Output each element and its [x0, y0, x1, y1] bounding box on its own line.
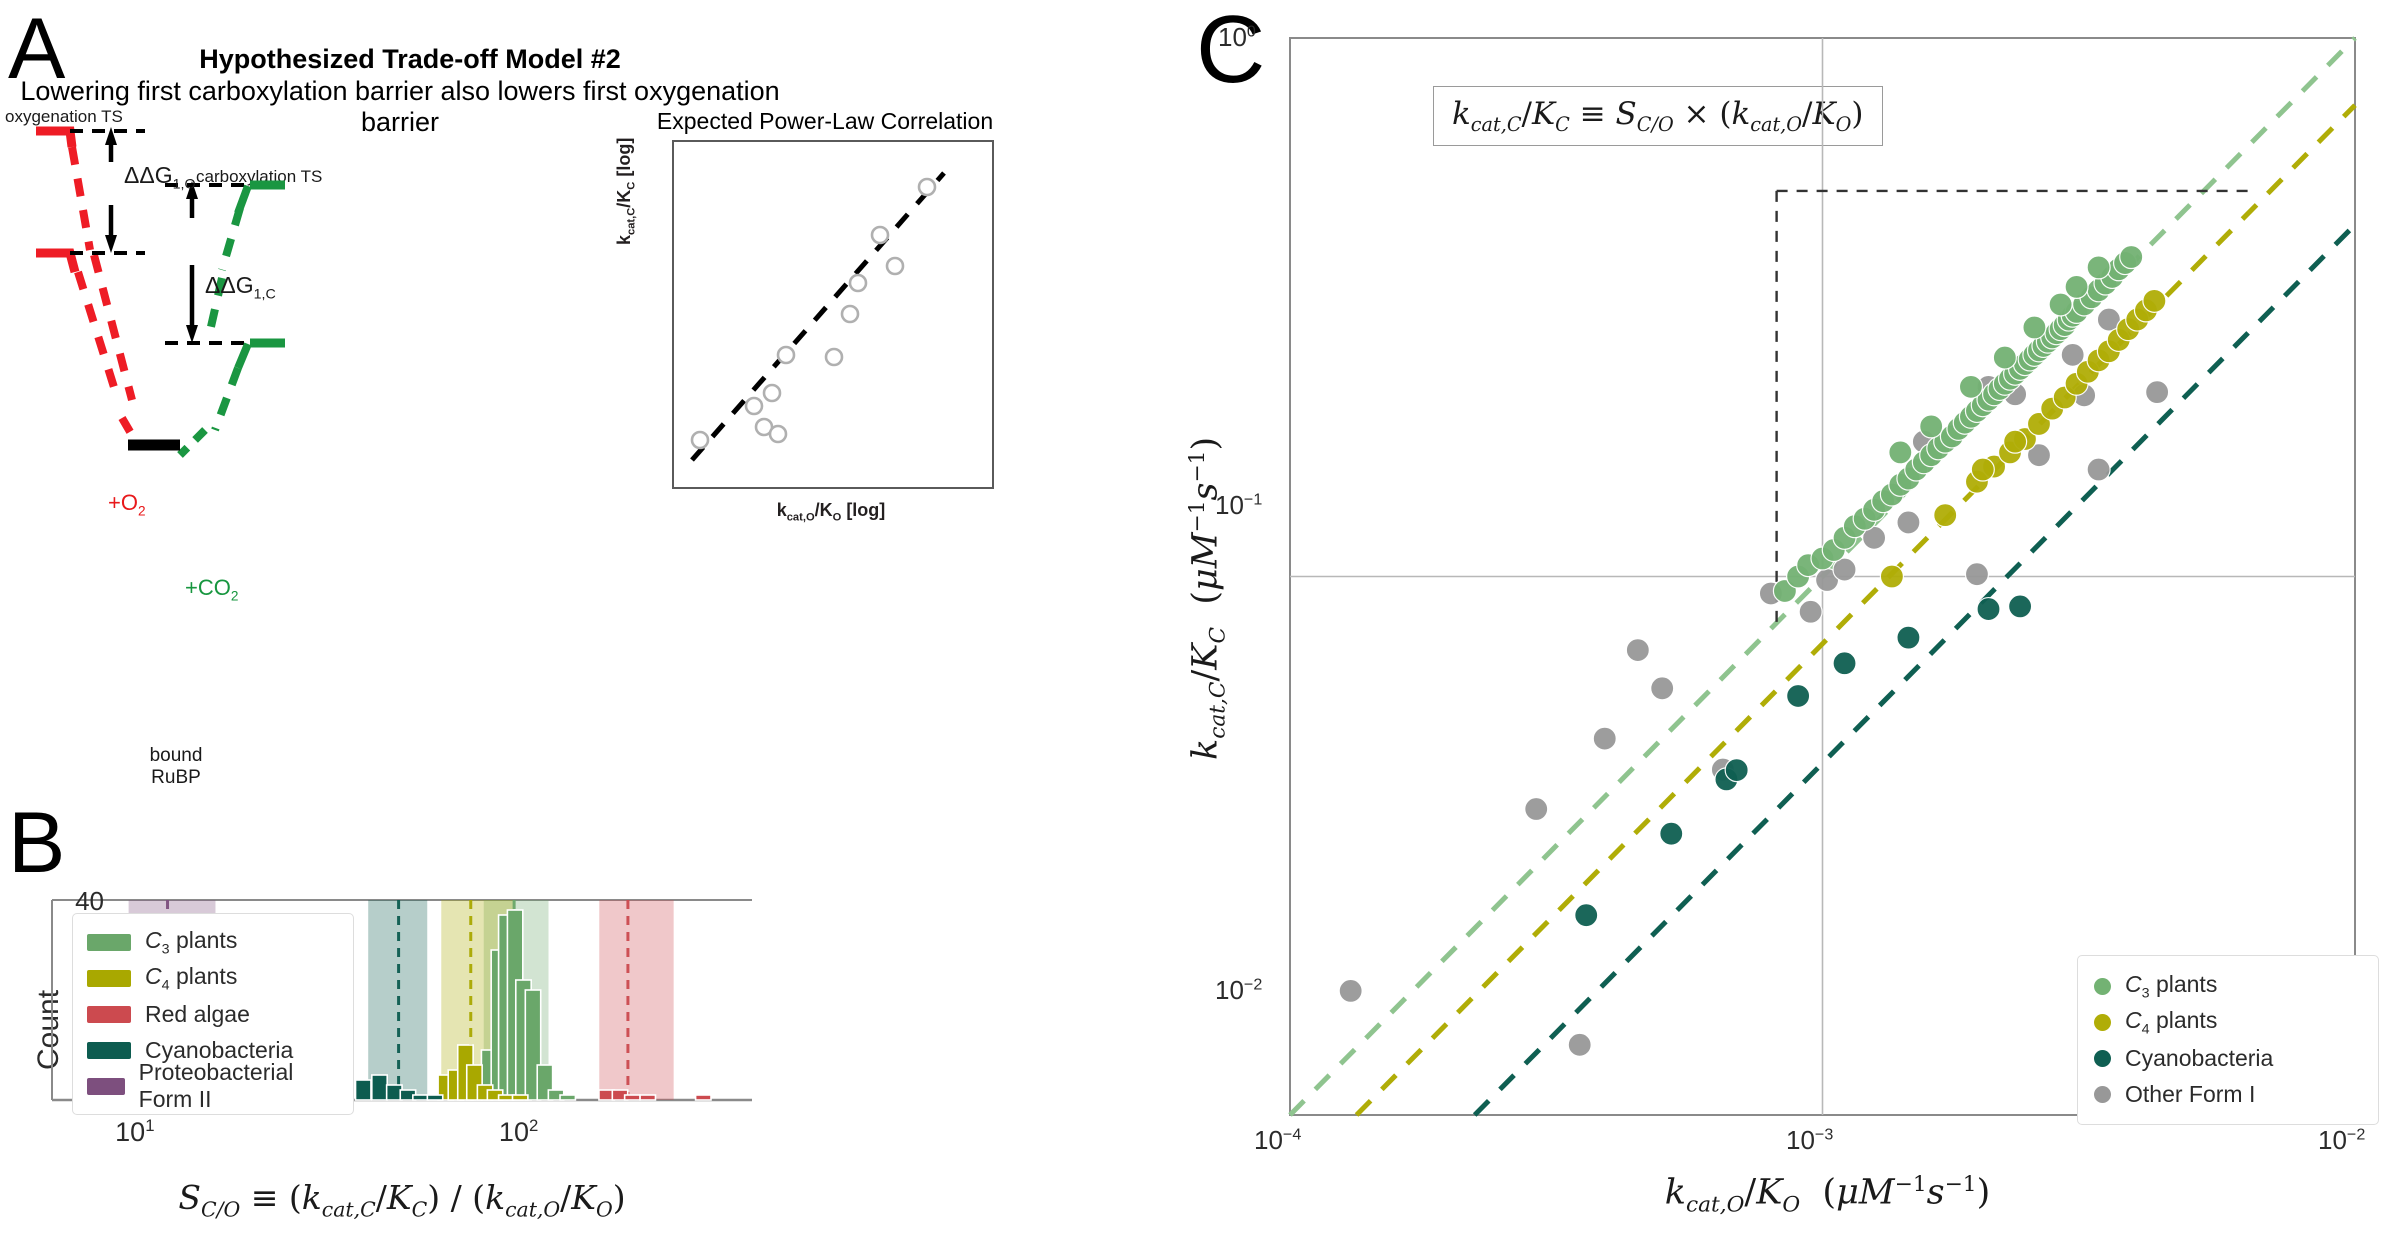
panel-c-annotation-text: kcat,C/KC ≡ SC/O × (kcat,O/KO): [1452, 96, 1864, 137]
legend-swatch-red-algae: [87, 1005, 131, 1023]
inset-ylabel-rest: /K: [614, 189, 634, 208]
legend-swatch-proteobacterial: [87, 1077, 125, 1095]
panel-c-ylabel: kcat,C/KC (μM−1s−1): [1185, 436, 1231, 760]
legend-swatch-cyanobacteria: [87, 1041, 131, 1059]
panel-c-scatter: [1288, 36, 2357, 1117]
panel-a-inset-ylabel: kcat,C/KC [log]: [614, 138, 638, 245]
energy-diagram: [36, 126, 285, 458]
bound-rubp-label: bound RuBP: [136, 745, 216, 789]
ddg-c-main: ΔΔG: [205, 272, 254, 298]
ddg-c-sub: 1,C: [253, 286, 276, 303]
panel-a-subtitle: Lowering first carboxylation barrier als…: [20, 76, 780, 137]
ddg-carboxylation-label: ΔΔG1,C: [205, 272, 276, 303]
panel-a-inset-scatter: [690, 171, 946, 462]
legend-label-cyanobacteria: Cyanobacteria: [145, 1036, 294, 1063]
legend-item-c4-panel-c[interactable]: C4 plants: [2094, 1004, 2362, 1040]
ddg-o-main: ΔΔG: [124, 162, 173, 188]
inset-xlabel-rest: /K: [814, 500, 833, 520]
bound-rubp-line2: RuBP: [151, 766, 201, 788]
legend-label-c4-panel-c: C4 plants: [2125, 1006, 2218, 1038]
legend-item-c4[interactable]: C4 plants: [87, 960, 339, 996]
legend-label-red-algae: Red algae: [145, 1000, 250, 1027]
legend-item-cyanobacteria[interactable]: Cyanobacteria: [87, 1032, 339, 1068]
panel-c-xtick-1e-4: 10−4: [1254, 1125, 1302, 1155]
carboxylation-ts-label: carboxylation TS: [196, 167, 323, 186]
panel-b-letter: B: [8, 795, 66, 891]
inset-ylabel-k: k: [614, 234, 634, 245]
legend-item-c3-panel-c[interactable]: C3 plants: [2094, 968, 2362, 1004]
legend-item-proteobacterial[interactable]: Proteobacterial Form II: [87, 1059, 339, 1112]
legend-dot-cyanobacteria: [2094, 1049, 2111, 1067]
ddg-o-sub: 1,O: [172, 176, 196, 193]
plus-o2-sub: 2: [137, 503, 146, 519]
legend-swatch-c3: [87, 933, 131, 951]
legend-item-other-form-i[interactable]: Other Form I: [2094, 1076, 2362, 1112]
legend-item-red-algae[interactable]: Red algae: [87, 996, 339, 1032]
panel-c-letter: C: [1196, 0, 1266, 103]
plus-co2-sub: 2: [230, 588, 239, 604]
legend-item-c3[interactable]: C3 plants: [87, 924, 339, 960]
panel-a-inset-xlabel: kcat,O/KO [log]: [672, 500, 990, 524]
oxygenation-ts-label: oxygenation TS: [5, 107, 123, 126]
legend-label-other-form-i: Other Form I: [2125, 1080, 2256, 1107]
panel-a-letter: A: [8, 1, 66, 97]
panel-c-xtick-1e-2: 10−2: [2318, 1125, 2366, 1155]
legend-label-c4: C4 plants: [145, 962, 238, 994]
panel-c-ytick-1e-1: 10−1: [1215, 490, 1263, 520]
inset-xlabel-k: k: [776, 500, 787, 520]
panel-c-ytick-1e-2: 10−2: [1215, 975, 1263, 1005]
legend-label-c3-panel-c: C3 plants: [2125, 970, 2218, 1002]
plus-o2-label: +O2: [108, 490, 146, 518]
panel-a-inset-frame: [672, 140, 994, 489]
legend-item-cyanobacteria-panel-c[interactable]: Cyanobacteria: [2094, 1040, 2362, 1076]
panel-c-annotation: kcat,C/KC ≡ SC/O × (kcat,O/KO): [1433, 86, 1883, 147]
legend-dot-c3: [2094, 977, 2111, 995]
legend-dot-other-form-i: [2094, 1085, 2111, 1103]
plus-co2-label: +CO2: [185, 575, 238, 603]
legend-label-c3: C3 plants: [145, 926, 238, 958]
panel-b-xtick-10e1: 101: [115, 1116, 155, 1147]
inset-xlabel-log: [log]: [841, 500, 886, 520]
legend-swatch-c4: [87, 969, 131, 987]
panel-b-legend: C3 plants C4 plants Red algae Cyanobacte…: [72, 913, 354, 1115]
panel-b-xtick-10e2: 102: [498, 1116, 539, 1147]
legend-label-cyanobacteria-panel-c: Cyanobacteria: [2125, 1044, 2274, 1071]
panel-c-xlabel: kcat,O/KO (μM−1s−1): [1664, 1172, 1991, 1218]
plus-co2-main: +CO: [185, 575, 231, 600]
inset-ylabel-log: [log]: [614, 137, 634, 182]
panel-a-title: Hypothesized Trade-off Model #2: [199, 44, 621, 74]
legend-dot-c4: [2094, 1013, 2111, 1031]
panel-b-ytick-40: 40: [75, 886, 104, 916]
legend-label-proteobacterial: Proteobacterial Form II: [138, 1059, 294, 1112]
panel-c-legend: C3 plants C4 plants Cyanobacteria Other …: [2077, 955, 2379, 1125]
plus-o2-main: +O: [108, 490, 138, 515]
panel-a-inset-title: Expected Power-Law Correlation: [656, 108, 994, 134]
ddg-oxygenation-label: ΔΔG1,O: [124, 162, 196, 193]
inset-xlabel-sub2: O: [832, 511, 842, 524]
panel-c-xtick-1e-3: 10−3: [1786, 1125, 1834, 1155]
bound-rubp-line1: bound: [149, 745, 203, 766]
panel-c-ytick-1e0: 100: [1218, 22, 1256, 52]
inset-ylabel-sub2: C: [625, 181, 638, 190]
panel-b-xlabel: SC/O ≡ (kcat,C/KC) / (kcat,O/KO): [178, 1178, 626, 1222]
inset-ylabel-sub: cat,C: [625, 207, 638, 235]
inset-xlabel-sub: cat,O: [786, 511, 815, 524]
